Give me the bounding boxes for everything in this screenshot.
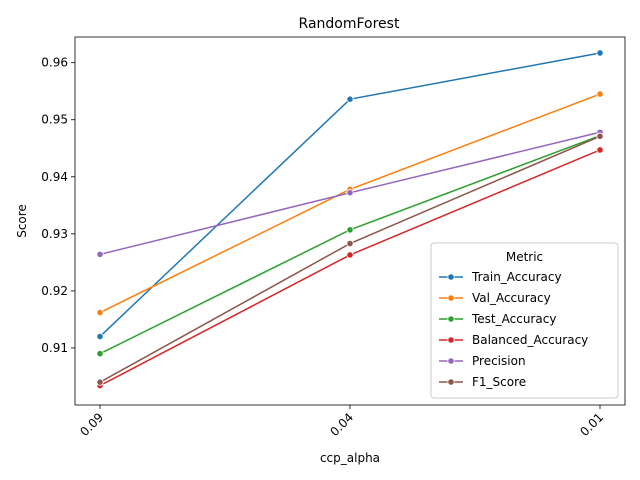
data-point [346, 95, 354, 103]
legend: Metric Train_Accuracy Val_Accuracy Test_Acc… [430, 242, 619, 399]
data-point [96, 332, 104, 341]
series-precision [96, 128, 604, 258]
y-axis: 0.91 0.92 0.93 0.94 0.95 0.96 [41, 56, 75, 355]
y-tick-label: 0.96 [41, 56, 68, 70]
legend-title: Metric [506, 250, 543, 264]
data-point [346, 239, 354, 248]
legend-swatch-marker [447, 273, 455, 281]
legend-label: F1_Score [472, 375, 526, 389]
legend-item: Precision [439, 354, 526, 368]
legend-box [430, 242, 619, 399]
legend-label: Balanced_Accuracy [472, 333, 588, 347]
legend-swatch-marker [447, 336, 455, 344]
data-point [596, 146, 604, 154]
y-tick-label: 0.91 [41, 341, 68, 355]
data-point [596, 49, 604, 57]
legend-item: Test_Accuracy [439, 312, 556, 326]
y-tick-label: 0.95 [41, 113, 68, 127]
y-tick-label: 0.92 [41, 284, 68, 298]
legend-swatch-marker [447, 357, 455, 365]
legend-label: Test_Accuracy [471, 312, 556, 326]
data-point [96, 378, 104, 386]
legend-label: Precision [472, 354, 526, 368]
legend-item: Balanced_Accuracy [439, 333, 588, 347]
x-axis-label: ccp_alpha [320, 451, 380, 465]
legend-item: Train_Accuracy [439, 270, 562, 284]
y-axis-label: Score [15, 204, 29, 238]
legend-label: Val_Accuracy [472, 291, 551, 305]
data-point [346, 226, 354, 234]
series-layer [96, 49, 604, 390]
data-point [346, 189, 354, 197]
legend-item: F1_Score [439, 375, 526, 389]
x-tick-label: 0.09 [77, 410, 106, 439]
x-tick-label: 0.01 [577, 410, 606, 439]
legend-item: Val_Accuracy [439, 291, 551, 305]
chart-title: RandomForest [299, 16, 400, 32]
x-axis: 0.09 0.04 0.01 [77, 405, 606, 439]
legend-label: Train_Accuracy [471, 270, 562, 284]
series-f1-score [96, 132, 604, 386]
legend-swatch-marker [447, 378, 455, 386]
data-point [96, 308, 104, 317]
series-train-accuracy [96, 49, 604, 341]
data-point [96, 250, 104, 258]
data-point [596, 90, 604, 98]
data-point [596, 132, 604, 140]
data-point [96, 350, 104, 358]
data-point [346, 251, 354, 259]
x-tick-label: 0.04 [327, 410, 356, 439]
y-tick-label: 0.93 [41, 227, 68, 241]
legend-swatch-marker [447, 294, 455, 302]
y-tick-label: 0.94 [41, 170, 68, 184]
legend-swatch-marker [447, 315, 455, 323]
